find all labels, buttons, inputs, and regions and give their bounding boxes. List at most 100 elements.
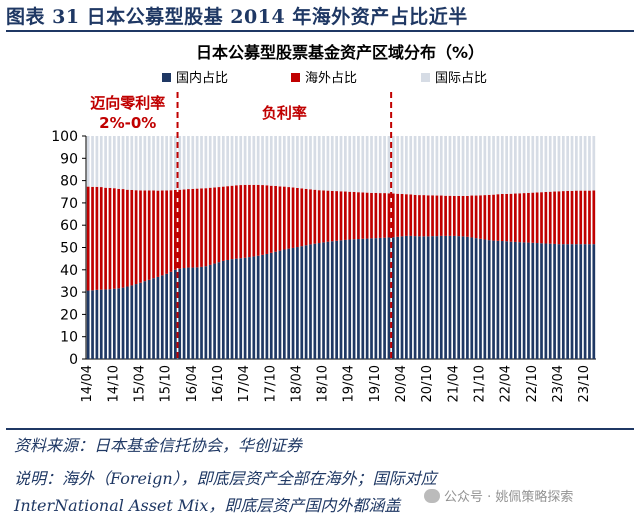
bar-international (583, 136, 587, 191)
bar-international (518, 136, 522, 194)
bar-overseas (413, 194, 417, 237)
bar-domestic (422, 236, 426, 359)
bar-international (121, 136, 125, 190)
bar-international (387, 136, 391, 194)
bar-domestic (352, 239, 356, 359)
bar-international (296, 136, 299, 188)
bar-overseas (387, 193, 391, 238)
bar-domestic (527, 242, 530, 359)
bar-overseas (439, 195, 443, 236)
bar-overseas (126, 189, 129, 287)
bar-international (99, 136, 103, 188)
bar-domestic (121, 287, 125, 359)
explanation-line-1: 说明：海外（Foreign），即底层资产全部在海外；国际对应 (14, 469, 437, 488)
bar-international (182, 136, 186, 190)
bar-international (374, 136, 378, 193)
bar-international (335, 136, 338, 192)
bar-international (566, 136, 570, 191)
bar-overseas (313, 189, 317, 244)
bar-domestic (178, 268, 182, 359)
bar-domestic (575, 244, 578, 359)
bar-international (378, 136, 382, 194)
bar-international (178, 136, 182, 190)
bar-overseas (235, 185, 238, 259)
bar-international (544, 136, 548, 192)
bar-domestic (322, 242, 325, 359)
bar-domestic (483, 239, 487, 359)
x-tick-label: 14/10 (106, 365, 121, 402)
bar-international (213, 136, 216, 188)
bar-international (243, 136, 247, 185)
bar-overseas (344, 191, 347, 240)
bar-overseas (174, 189, 177, 270)
bar-overseas (378, 193, 382, 238)
bar-domestic (492, 240, 495, 359)
y-tick-label: 70 (60, 196, 78, 212)
bar-overseas (405, 194, 408, 236)
bar-overseas (348, 191, 352, 240)
x-tick-label: 18/04 (289, 365, 304, 402)
bar-international (579, 136, 583, 191)
bar-domestic (213, 263, 216, 359)
x-tick-label: 17/04 (237, 365, 252, 402)
bar-overseas (422, 195, 426, 237)
x-tick-label: 20/10 (420, 365, 435, 402)
bar-domestic (248, 257, 251, 359)
bar-domestic (195, 267, 199, 359)
x-tick-label: 23/10 (577, 365, 592, 402)
bar-international (527, 136, 530, 193)
bar-international (553, 136, 556, 192)
bar-international (104, 136, 107, 188)
bar-overseas (86, 186, 90, 291)
bar-overseas (470, 195, 474, 238)
bar-domestic (461, 236, 465, 359)
bar-overseas (365, 192, 369, 239)
bar-international (304, 136, 308, 189)
bar-international (365, 136, 369, 193)
bar-international (126, 136, 129, 190)
bar-overseas (99, 187, 103, 290)
bar-international (256, 136, 260, 185)
bar-domestic (383, 237, 386, 359)
bar-international (448, 136, 452, 196)
bar-domestic (439, 235, 443, 359)
x-tick-label: 22/10 (525, 365, 540, 402)
bar-international (309, 136, 312, 190)
y-tick-label: 100 (51, 129, 78, 145)
bar-overseas (191, 188, 195, 268)
bar-overseas (134, 190, 138, 285)
bar-international (383, 136, 386, 194)
bar-domestic (143, 281, 147, 359)
bar-domestic (448, 235, 452, 359)
bar-overseas (160, 190, 164, 276)
bar-domestic (99, 289, 103, 359)
bar-domestic (326, 241, 330, 359)
bar-domestic (548, 243, 552, 359)
y-tick-label: 30 (60, 285, 78, 301)
bar-overseas (121, 189, 125, 288)
bar-international (540, 136, 543, 193)
y-tick-label: 90 (60, 151, 78, 167)
bar-international (452, 136, 456, 196)
bar-domestic (413, 236, 417, 359)
bar-international (317, 136, 321, 191)
bar-domestic (296, 247, 299, 359)
bar-international (112, 136, 116, 189)
bar-international (174, 136, 177, 190)
wechat-icon (424, 489, 440, 503)
bar-domestic (357, 239, 360, 359)
bar-international (405, 136, 408, 195)
bar-domestic (239, 258, 243, 359)
bar-domestic (165, 273, 168, 359)
bar-overseas (269, 185, 273, 253)
bar-international (457, 136, 461, 196)
bar-domestic (112, 288, 116, 359)
bar-international (91, 136, 94, 187)
bar-overseas (239, 185, 243, 259)
bar-international (522, 136, 526, 194)
bar-international (187, 136, 190, 190)
bar-international (592, 136, 596, 191)
bar-domestic (374, 238, 378, 359)
bar-international (479, 136, 482, 196)
bar-overseas (579, 190, 583, 245)
